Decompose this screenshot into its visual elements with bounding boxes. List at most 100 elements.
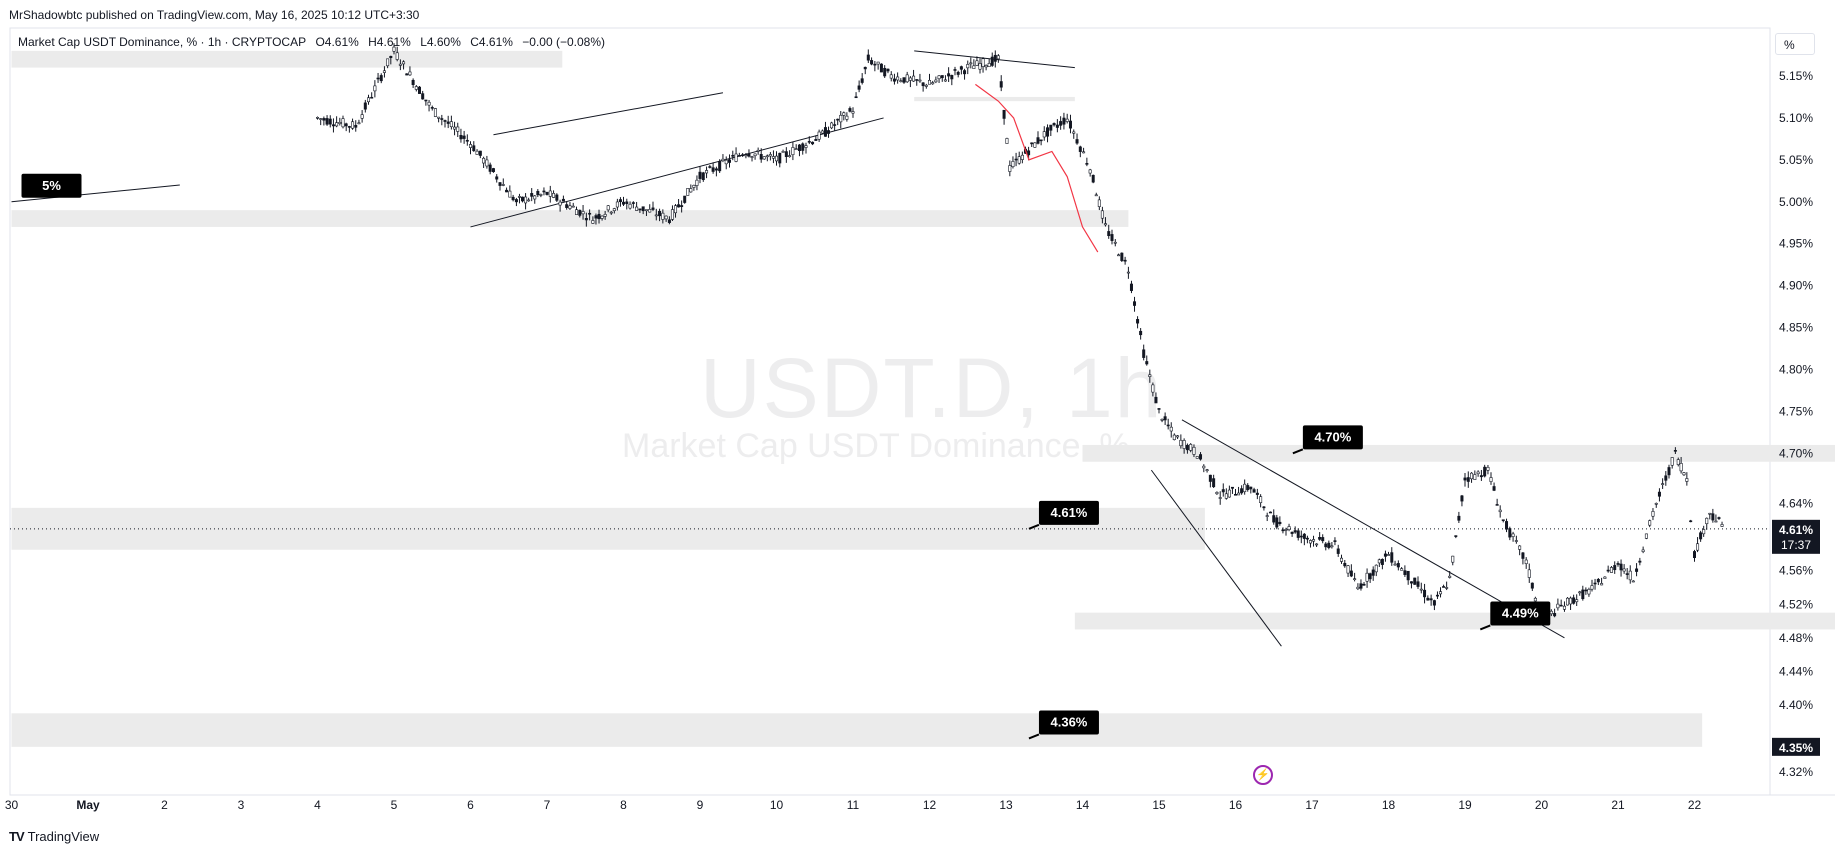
candle-body — [1172, 434, 1176, 441]
candle-body — [1676, 459, 1680, 465]
candle-body — [417, 86, 421, 94]
candle-body — [1120, 252, 1124, 261]
candle-body — [734, 153, 738, 162]
candle-body — [1107, 231, 1111, 237]
candle-body — [1606, 569, 1610, 572]
candle-body — [456, 126, 460, 132]
candle-body — [1396, 563, 1400, 568]
candle-body — [912, 75, 916, 82]
candle-body — [1593, 582, 1597, 585]
legend-symbol[interactable]: Market Cap USDT Dominance, % · 1h · CRYP… — [18, 35, 307, 49]
candle-body — [1252, 489, 1256, 493]
candle-body — [545, 191, 549, 195]
candle-body — [1371, 569, 1375, 576]
level-label-box[interactable] — [1038, 500, 1099, 525]
candle-body — [1359, 583, 1363, 589]
level-label-text: 4.61% — [1051, 505, 1088, 520]
forecast-path[interactable] — [975, 83, 1099, 253]
support-resistance-zone — [1082, 444, 1835, 462]
price-axis-tick: 4.85% — [1779, 321, 1813, 335]
candle-body — [1218, 497, 1222, 499]
candle-body — [485, 159, 489, 167]
trendline-channel-lower[interactable] — [1150, 469, 1282, 647]
candle-body — [1435, 594, 1439, 597]
candle-body — [1246, 485, 1250, 490]
candle-body — [1005, 138, 1009, 144]
candle-body — [1575, 599, 1579, 603]
candle-body — [389, 55, 393, 59]
candle-body — [1479, 475, 1483, 478]
candle-body — [661, 212, 665, 220]
candle-body — [1590, 585, 1594, 590]
candle-body — [753, 153, 757, 157]
time-axis-tick: 3 — [238, 798, 245, 812]
candle-body — [708, 166, 712, 168]
candle-body — [737, 155, 741, 157]
candle-body — [1182, 440, 1186, 449]
candle-body — [495, 176, 499, 180]
time-axis-tick: 13 — [999, 798, 1013, 812]
candle-body — [1255, 492, 1259, 495]
candle-body — [335, 122, 339, 127]
secondary-price-tag[interactable] — [1772, 737, 1820, 756]
candle-body — [1234, 493, 1238, 496]
candle-body — [879, 63, 883, 73]
candle-body — [1644, 533, 1648, 539]
candle-body — [395, 52, 399, 60]
candle-body — [896, 76, 900, 81]
candle-body — [959, 66, 963, 70]
legend-change: −0.00 (−0.08%) — [522, 35, 606, 49]
candle-body — [631, 202, 635, 204]
candle-body — [1527, 569, 1531, 578]
candle-body — [950, 75, 954, 80]
candle-body — [1562, 605, 1566, 610]
candle-body — [1215, 491, 1219, 495]
candle-body — [794, 148, 798, 151]
candle-body — [1657, 491, 1661, 497]
current-price-tag[interactable] — [1772, 519, 1820, 554]
candle-body — [1711, 513, 1715, 521]
candle-body — [747, 153, 751, 157]
candle-body — [1473, 474, 1477, 480]
candle-body — [1553, 613, 1557, 617]
candle-body — [1133, 301, 1137, 306]
time-axis-tick: 9 — [697, 798, 704, 812]
trendline-left-line[interactable] — [11, 184, 180, 203]
candle-body — [1154, 396, 1158, 404]
level-label-box[interactable] — [1490, 601, 1551, 626]
candle-body — [811, 141, 815, 145]
percent-scale-button[interactable]: % — [1775, 33, 1815, 55]
candle-body — [1708, 512, 1712, 515]
candle-body — [618, 199, 622, 203]
lightning-icon[interactable]: ⚡ — [1253, 765, 1273, 785]
candle-body — [981, 58, 985, 67]
level-label-box[interactable] — [1302, 425, 1363, 450]
candle-body — [508, 190, 512, 198]
candle-body — [1362, 583, 1366, 586]
candle-body — [1160, 418, 1164, 421]
level-label-box[interactable] — [1038, 710, 1099, 735]
candle-body — [1033, 142, 1037, 148]
candle-body — [1349, 570, 1353, 577]
trendline-wedge-lower[interactable] — [470, 117, 884, 228]
trendline-wedge-upper[interactable] — [493, 92, 724, 136]
candle-body — [1524, 559, 1528, 564]
candle-body — [1065, 118, 1069, 122]
candle-body — [1483, 466, 1487, 477]
candle-body — [433, 108, 437, 117]
candle-body — [927, 80, 931, 85]
candle-body — [1498, 509, 1502, 513]
level-label-text: 4.49% — [1502, 605, 1539, 620]
time-axis-tick: 10 — [770, 798, 784, 812]
candle-body — [1237, 492, 1241, 496]
level-label-box[interactable] — [21, 173, 82, 198]
candle-body — [1530, 582, 1534, 589]
candle-body — [953, 69, 957, 71]
candle-body — [1693, 551, 1697, 559]
candle-body — [1293, 530, 1297, 533]
time-axis-tick: 2 — [161, 798, 168, 812]
candle-body — [677, 204, 681, 208]
candle-body — [963, 70, 967, 75]
candle-body — [827, 130, 831, 134]
